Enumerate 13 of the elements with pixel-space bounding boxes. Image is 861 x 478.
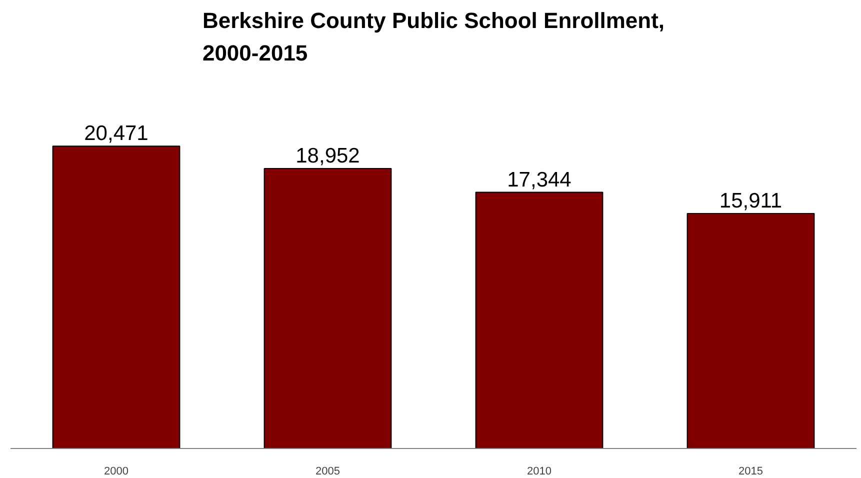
x-tick-label: 2015 (738, 466, 763, 478)
x-tick-label: 2010 (527, 466, 552, 478)
bar (475, 192, 604, 448)
data-label: 18,952 (296, 144, 360, 168)
chart-title: Berkshire County Public School Enrollment, 2000-2015 (202, 8, 665, 66)
bar (52, 146, 180, 448)
x-tick-label: 2000 (104, 466, 128, 478)
x-tick-label: 2005 (316, 466, 340, 478)
bar (686, 212, 815, 448)
bar (264, 168, 392, 448)
data-label: 15,911 (719, 189, 782, 212)
data-label: 20,471 (84, 122, 148, 146)
data-label: 17,344 (507, 168, 572, 192)
